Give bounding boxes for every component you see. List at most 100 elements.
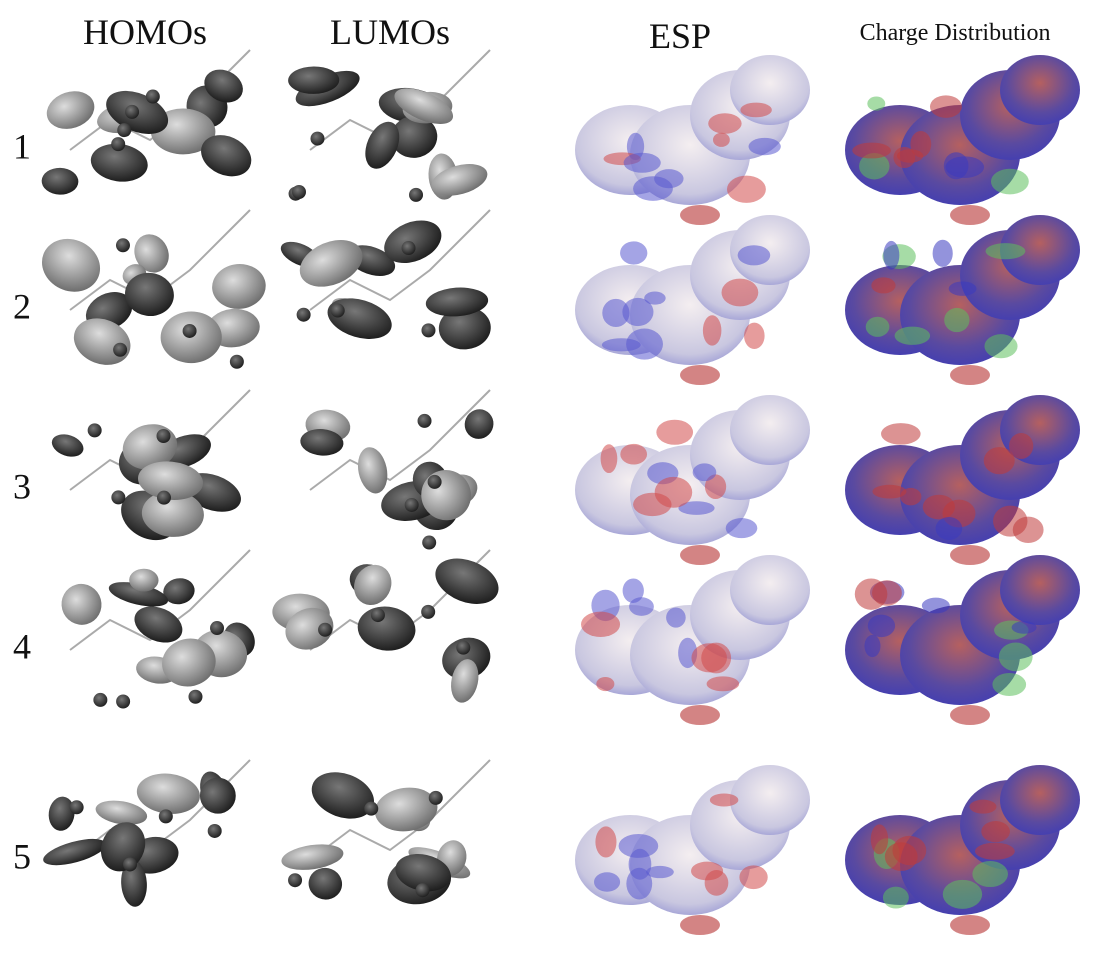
surface-patch bbox=[944, 152, 969, 179]
surface-blob bbox=[1000, 765, 1080, 835]
surface-lobe bbox=[950, 705, 990, 725]
atom bbox=[428, 475, 442, 489]
orbital-lobe bbox=[42, 85, 100, 135]
row-label: 5 bbox=[13, 836, 31, 876]
surface-patch bbox=[872, 485, 906, 499]
surface-patch bbox=[708, 113, 741, 133]
atom bbox=[111, 490, 125, 504]
orbital-lobe bbox=[305, 764, 380, 827]
surface-patch bbox=[713, 133, 730, 147]
surface-patch bbox=[986, 243, 1026, 259]
surface-patch bbox=[871, 824, 888, 854]
atom bbox=[364, 802, 378, 816]
atom bbox=[157, 429, 171, 443]
atom bbox=[210, 621, 224, 635]
orbital-lobe bbox=[429, 550, 506, 613]
surface-patch bbox=[749, 138, 781, 155]
surface-patch bbox=[629, 597, 654, 616]
surface-lobe bbox=[680, 205, 720, 225]
orbital-lobe bbox=[293, 231, 370, 296]
surface-patch bbox=[936, 517, 963, 540]
surface-lobe bbox=[950, 205, 990, 225]
atom bbox=[125, 105, 139, 119]
atom bbox=[113, 343, 127, 357]
orbital-render bbox=[271, 550, 505, 705]
figure: HOMOs LUMOs ESP Charge Distribution 1234… bbox=[0, 0, 1095, 967]
surface-lobe bbox=[680, 545, 720, 565]
surface-patch bbox=[883, 241, 899, 270]
orbital-lobe bbox=[41, 167, 79, 195]
atom bbox=[421, 323, 435, 337]
surface-patch bbox=[738, 245, 771, 265]
surface-patch bbox=[981, 821, 1010, 842]
surface-patch bbox=[1013, 517, 1044, 543]
surface-patch bbox=[594, 872, 620, 891]
surface-patch bbox=[930, 95, 962, 117]
surface-patch bbox=[722, 279, 759, 307]
charge-surface bbox=[845, 765, 1080, 935]
atom bbox=[310, 132, 324, 146]
orbital-lobe bbox=[67, 310, 137, 373]
orbital-lobe bbox=[210, 262, 267, 311]
atom bbox=[183, 324, 197, 338]
surface-patch bbox=[881, 423, 921, 445]
surface-lobe bbox=[950, 915, 990, 935]
atom bbox=[416, 883, 430, 897]
surface-patch bbox=[739, 865, 767, 889]
atom bbox=[208, 824, 222, 838]
surface-patch bbox=[852, 143, 891, 159]
surface-patch bbox=[693, 463, 717, 481]
surface-patch bbox=[744, 323, 765, 349]
surface-patch bbox=[868, 615, 895, 638]
atom bbox=[146, 90, 160, 104]
row-label: 4 bbox=[13, 626, 31, 666]
atom bbox=[157, 491, 171, 505]
orbital-render bbox=[33, 210, 267, 373]
molecule-panels bbox=[33, 50, 1080, 935]
atom bbox=[318, 623, 332, 637]
orbital-lobe bbox=[347, 558, 398, 611]
orbital-render bbox=[49, 390, 250, 550]
atom bbox=[297, 308, 311, 322]
surface-patch bbox=[581, 612, 620, 637]
atom bbox=[188, 690, 202, 704]
surface-patch bbox=[871, 277, 895, 293]
esp-surface bbox=[575, 395, 810, 565]
surface-patch bbox=[624, 153, 661, 173]
atom bbox=[371, 608, 385, 622]
esp-surface bbox=[575, 215, 810, 385]
orbital-lobe bbox=[57, 579, 106, 629]
orbital-render bbox=[57, 550, 261, 709]
orbital-render bbox=[299, 390, 498, 550]
orbital-render bbox=[41, 760, 250, 907]
surface-patch bbox=[705, 870, 729, 896]
surface-lobe bbox=[950, 365, 990, 385]
esp-surface bbox=[575, 765, 810, 935]
surface-patch bbox=[944, 308, 969, 332]
atom bbox=[429, 791, 443, 805]
surface-blob bbox=[730, 765, 810, 835]
row-label: 1 bbox=[13, 126, 31, 166]
atom bbox=[88, 423, 102, 437]
atom bbox=[421, 605, 435, 619]
orbital-render bbox=[288, 50, 491, 202]
column-header: ESP bbox=[649, 16, 711, 56]
surface-blob bbox=[730, 555, 810, 625]
surface-patch bbox=[656, 420, 693, 445]
atom bbox=[116, 238, 130, 252]
surface-lobe bbox=[680, 705, 720, 725]
surface-patch bbox=[601, 444, 618, 473]
surface-patch bbox=[892, 836, 926, 865]
orbital-render bbox=[280, 760, 490, 909]
surface-blob bbox=[730, 55, 810, 125]
orbital-lobe bbox=[354, 444, 391, 496]
surface-patch bbox=[866, 317, 890, 337]
surface-patch bbox=[984, 334, 1017, 358]
surface-blob bbox=[1000, 555, 1080, 625]
esp-surface bbox=[575, 555, 810, 725]
charge-surface bbox=[845, 55, 1080, 225]
orbital-lobe bbox=[355, 603, 418, 653]
esp-surface bbox=[575, 55, 810, 225]
atom bbox=[123, 857, 137, 871]
atom bbox=[405, 498, 419, 512]
